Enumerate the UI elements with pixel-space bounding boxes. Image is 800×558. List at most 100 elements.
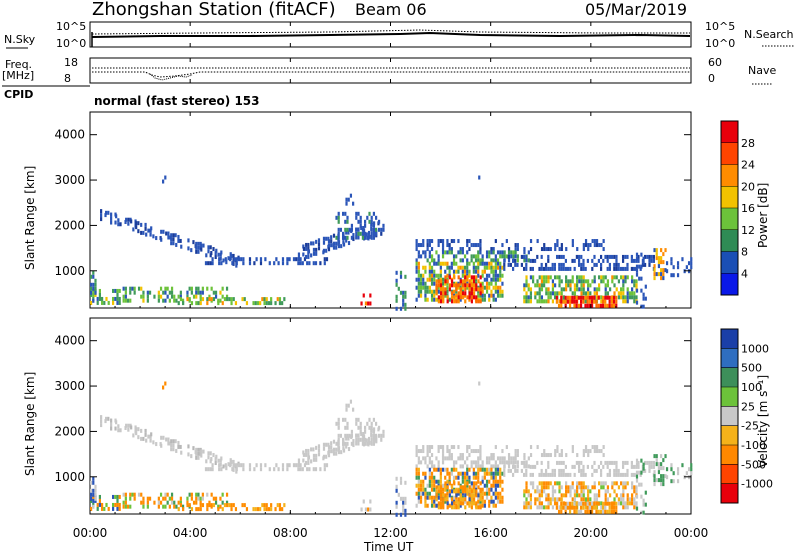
power-cell — [444, 281, 447, 286]
velocity-cell — [494, 464, 497, 469]
power-cell — [448, 275, 451, 280]
velocity-cell — [452, 464, 456, 469]
velocity-cell — [369, 507, 372, 512]
power-cell — [685, 265, 688, 270]
x-tick-label: 04:00 — [173, 526, 208, 540]
power-cell — [347, 241, 351, 246]
power-cell — [188, 297, 191, 302]
power-cell — [94, 282, 97, 287]
velocity-cell — [485, 467, 489, 472]
noise-tick-bottom-left: 10^0 — [56, 37, 86, 50]
velocity-cell — [599, 468, 603, 473]
power-cell — [422, 273, 425, 278]
velocity-cell — [488, 499, 491, 504]
power-cell — [124, 286, 127, 291]
velocity-cell — [622, 501, 625, 506]
velocity-cell — [325, 454, 328, 459]
power-cell — [430, 273, 434, 278]
power-cell — [146, 298, 149, 303]
velocity-cell — [435, 485, 438, 490]
power-cell — [560, 279, 563, 284]
power-cell — [428, 277, 431, 282]
power-cell — [112, 296, 115, 301]
power-cell — [615, 275, 618, 280]
power-cell — [590, 295, 594, 300]
power-cell — [556, 291, 559, 296]
velocity-cell — [461, 497, 465, 502]
power-cell — [532, 275, 535, 280]
velocity-cell — [448, 481, 451, 486]
power-cell — [483, 265, 486, 270]
velocity-cell — [512, 456, 515, 461]
power-cell — [435, 250, 438, 255]
power-cell — [670, 257, 673, 262]
power-cell — [444, 291, 447, 296]
velocity-cell — [477, 499, 480, 504]
velocity-cell — [372, 429, 376, 434]
power-cell — [446, 243, 449, 248]
velocity-cell — [114, 502, 117, 507]
power-cell — [479, 293, 482, 298]
power-cell — [571, 275, 574, 280]
power-cell — [92, 298, 95, 303]
power-cell — [593, 295, 596, 300]
power-cell — [582, 287, 585, 292]
velocity-cell — [562, 460, 565, 465]
power-cell — [555, 295, 558, 300]
power-cell — [492, 247, 495, 252]
power-cell — [566, 295, 569, 300]
power-cell — [122, 286, 125, 291]
power-cell — [227, 256, 230, 261]
power-cell — [580, 291, 583, 296]
power-cell — [459, 291, 462, 296]
velocity-cell — [364, 441, 367, 446]
power-cell — [488, 273, 491, 278]
velocity-cell — [457, 456, 460, 461]
velocity-cell — [655, 454, 658, 459]
velocity-cell — [404, 508, 407, 513]
power-cell — [560, 295, 563, 300]
velocity-cell — [556, 497, 559, 502]
power-cell — [653, 264, 656, 269]
velocity-cell — [545, 481, 548, 486]
power-cell — [609, 287, 612, 292]
power-cell — [140, 294, 143, 299]
power-cell — [633, 295, 636, 300]
velocity-cell — [538, 497, 541, 502]
power-cell — [459, 295, 462, 300]
power-cell — [448, 250, 451, 255]
x-tick-label: 16:00 — [473, 526, 508, 540]
velocity-cell — [481, 467, 484, 472]
power-cell — [584, 291, 588, 296]
velocity-cell — [540, 501, 544, 506]
power-cell — [177, 301, 180, 306]
power-cell — [453, 295, 456, 300]
power-cell — [529, 287, 533, 292]
power-cell — [94, 286, 97, 291]
power-cell — [615, 258, 618, 263]
power-cell — [597, 258, 600, 263]
velocity-cell — [470, 483, 473, 488]
velocity-cell — [536, 489, 539, 494]
velocity-cell — [450, 456, 453, 461]
station-title: Zhongshan Station (fitACF) — [92, 0, 336, 20]
velocity-cell — [564, 505, 567, 510]
power-cell — [426, 289, 429, 294]
power-cell — [230, 297, 233, 302]
velocity-cell — [490, 464, 493, 469]
power-cell — [655, 252, 658, 257]
power-cell — [600, 243, 603, 248]
power-cell — [281, 257, 285, 262]
velocity-cell — [301, 467, 304, 472]
power-cell — [591, 266, 594, 271]
velocity-cell — [205, 459, 208, 464]
velocity-cell — [511, 472, 515, 477]
power-cell — [586, 295, 589, 300]
velocity-cell — [248, 467, 252, 472]
power-cell — [543, 283, 546, 288]
velocity-cell — [372, 433, 376, 438]
velocity-cell — [499, 495, 502, 500]
velocity-cell — [608, 505, 611, 510]
power-cell — [433, 281, 436, 286]
power-cell — [608, 299, 611, 304]
